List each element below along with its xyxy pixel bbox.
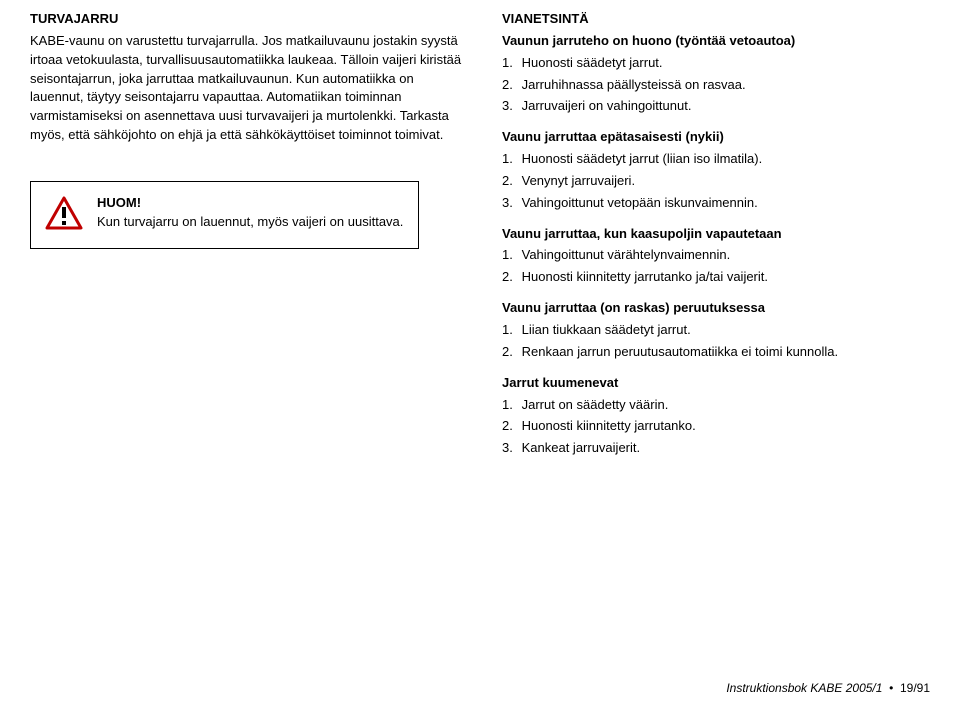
list-item: 2. Jarruhihnassa päällysteissä on rasvaa…: [502, 76, 934, 95]
list-item: 1. Vahingoittunut värähtelynvaimennin.: [502, 246, 934, 265]
s5-list: 1. Jarrut on säädetty väärin. 2. Huonosti…: [502, 396, 934, 459]
list-item: 3. Jarruvaijeri on vahingoittunut.: [502, 97, 934, 116]
list-item: 2. Venynyt jarruvaijeri.: [502, 172, 934, 191]
s4-list: 1. Liian tiukkaan säädetyt jarrut. 2. Ren…: [502, 321, 934, 362]
note-label: HUOM!: [97, 195, 141, 210]
s3-list: 1. Vahingoittunut värähtelynvaimennin. 2.…: [502, 246, 934, 287]
list-item: 3. Kankeat jarruvaijerit.: [502, 439, 934, 458]
list-item: 3. Vahingoittunut vetopään iskunvaimenni…: [502, 194, 934, 213]
footer-title: Instruktionsbok KABE 2005/1: [726, 681, 882, 695]
footer-pagenum: 19/91: [900, 681, 930, 695]
note-text-block: HUOM! Kun turvajarru on lauennut, myös v…: [97, 194, 404, 232]
list-item: 2. Huonosti kiinnitetty jarrutanko ja/ta…: [502, 268, 934, 287]
warning-icon: [45, 196, 83, 236]
s4-heading: Vaunu jarruttaa (on raskas) peruutuksess…: [502, 299, 934, 318]
list-item: 1. Liian tiukkaan säädetyt jarrut.: [502, 321, 934, 340]
list-item: 2. Huonosti kiinnitetty jarrutanko.: [502, 417, 934, 436]
s1-heading: Vaunun jarruteho on huono (työntää vetoa…: [502, 32, 934, 51]
list-item: 2. Renkaan jarrun peruutusautomatiikka e…: [502, 343, 934, 362]
s2-heading: Vaunu jarruttaa epätasaisesti (nykii): [502, 128, 934, 147]
footer-page: •: [886, 681, 900, 695]
s2-list: 1. Huonosti säädetyt jarrut (liian iso i…: [502, 150, 934, 213]
left-body: KABE-vaunu on varustettu turvajarrulla. …: [30, 32, 462, 145]
list-item: 1. Jarrut on säädetty väärin.: [502, 396, 934, 415]
page-footer: Instruktionsbok KABE 2005/1 • 19/91: [726, 680, 930, 697]
s3-heading: Vaunu jarruttaa, kun kaasupoljin vapaute…: [502, 225, 934, 244]
s1-list: 1. Huonosti säädetyt jarrut. 2. Jarruhihn…: [502, 54, 934, 117]
s5-heading: Jarrut kuumenevat: [502, 374, 934, 393]
note-body: Kun turvajarru on lauennut, myös vaijeri…: [97, 214, 403, 229]
list-item: 1. Huonosti säädetyt jarrut.: [502, 54, 934, 73]
right-title: VIANETSINTÄ: [502, 10, 934, 29]
warning-note: HUOM! Kun turvajarru on lauennut, myös v…: [30, 181, 419, 249]
list-item: 1. Huonosti säädetyt jarrut (liian iso i…: [502, 150, 934, 169]
left-title: TURVAJARRU: [30, 10, 462, 29]
